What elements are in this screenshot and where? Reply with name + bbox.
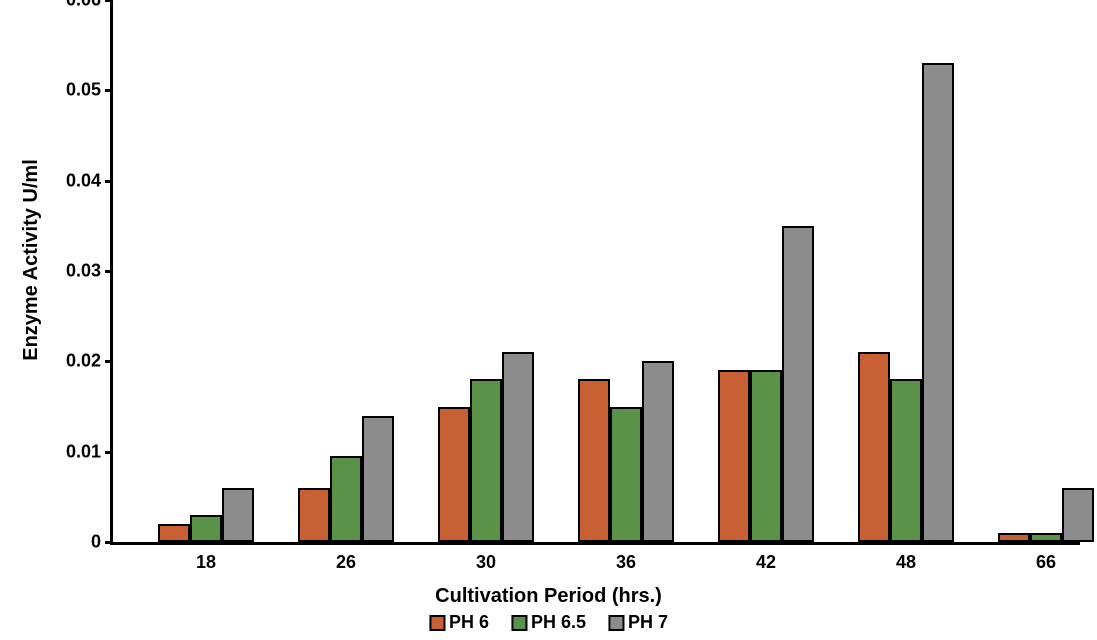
legend: PH 6 PH 6.5 PH 7 bbox=[429, 612, 668, 633]
bar bbox=[1062, 488, 1094, 542]
legend-item-ph7: PH 7 bbox=[608, 612, 668, 633]
legend-swatch-ph6 bbox=[429, 615, 445, 631]
y-tick-label: 0 bbox=[91, 532, 101, 553]
bar bbox=[750, 370, 782, 542]
x-tick-label: 26 bbox=[336, 552, 356, 573]
plot-area: 00.010.020.030.040.050.0618263036424866 bbox=[110, 0, 1080, 545]
y-tick-label: 0.04 bbox=[66, 170, 101, 191]
legend-label-ph7: PH 7 bbox=[628, 612, 668, 633]
bar bbox=[330, 456, 362, 542]
chart-container: Enzyme Activity U/ml 00.010.020.030.040.… bbox=[0, 0, 1097, 640]
y-tick bbox=[105, 270, 113, 273]
y-tick-label: 0.05 bbox=[66, 80, 101, 101]
y-tick bbox=[105, 89, 113, 92]
y-tick bbox=[105, 541, 113, 544]
bar bbox=[470, 379, 502, 542]
bar bbox=[158, 524, 190, 542]
x-tick-label: 48 bbox=[896, 552, 916, 573]
bar bbox=[1030, 533, 1062, 542]
bar bbox=[502, 352, 534, 542]
bar bbox=[362, 416, 394, 542]
legend-item-ph6: PH 6 bbox=[429, 612, 489, 633]
y-tick-label: 0.01 bbox=[66, 441, 101, 462]
y-tick bbox=[105, 451, 113, 454]
y-tick-label: 0.06 bbox=[66, 0, 101, 11]
bar bbox=[922, 63, 954, 542]
bar bbox=[610, 407, 642, 543]
legend-swatch-ph7 bbox=[608, 615, 624, 631]
y-axis-title: Enzyme Activity U/ml bbox=[20, 159, 43, 361]
bar bbox=[782, 226, 814, 542]
x-tick-label: 30 bbox=[476, 552, 496, 573]
x-tick-label: 42 bbox=[756, 552, 776, 573]
bar bbox=[298, 488, 330, 542]
legend-label-ph65: PH 6.5 bbox=[531, 612, 586, 633]
bar bbox=[858, 352, 890, 542]
legend-item-ph65: PH 6.5 bbox=[511, 612, 586, 633]
y-tick bbox=[105, 0, 113, 2]
legend-label-ph6: PH 6 bbox=[449, 612, 489, 633]
y-tick-label: 0.02 bbox=[66, 351, 101, 372]
x-tick-label: 18 bbox=[196, 552, 216, 573]
bar bbox=[578, 379, 610, 542]
bar bbox=[890, 379, 922, 542]
bar bbox=[998, 533, 1030, 542]
bar bbox=[438, 407, 470, 543]
y-tick bbox=[105, 360, 113, 363]
y-tick-label: 0.03 bbox=[66, 261, 101, 282]
x-axis-title: Cultivation Period (hrs.) bbox=[435, 585, 662, 608]
bar bbox=[642, 361, 674, 542]
bar bbox=[718, 370, 750, 542]
x-tick-label: 36 bbox=[616, 552, 636, 573]
y-tick bbox=[105, 180, 113, 183]
bar bbox=[222, 488, 254, 542]
legend-swatch-ph65 bbox=[511, 615, 527, 631]
x-tick-label: 66 bbox=[1036, 552, 1056, 573]
bar bbox=[190, 515, 222, 542]
